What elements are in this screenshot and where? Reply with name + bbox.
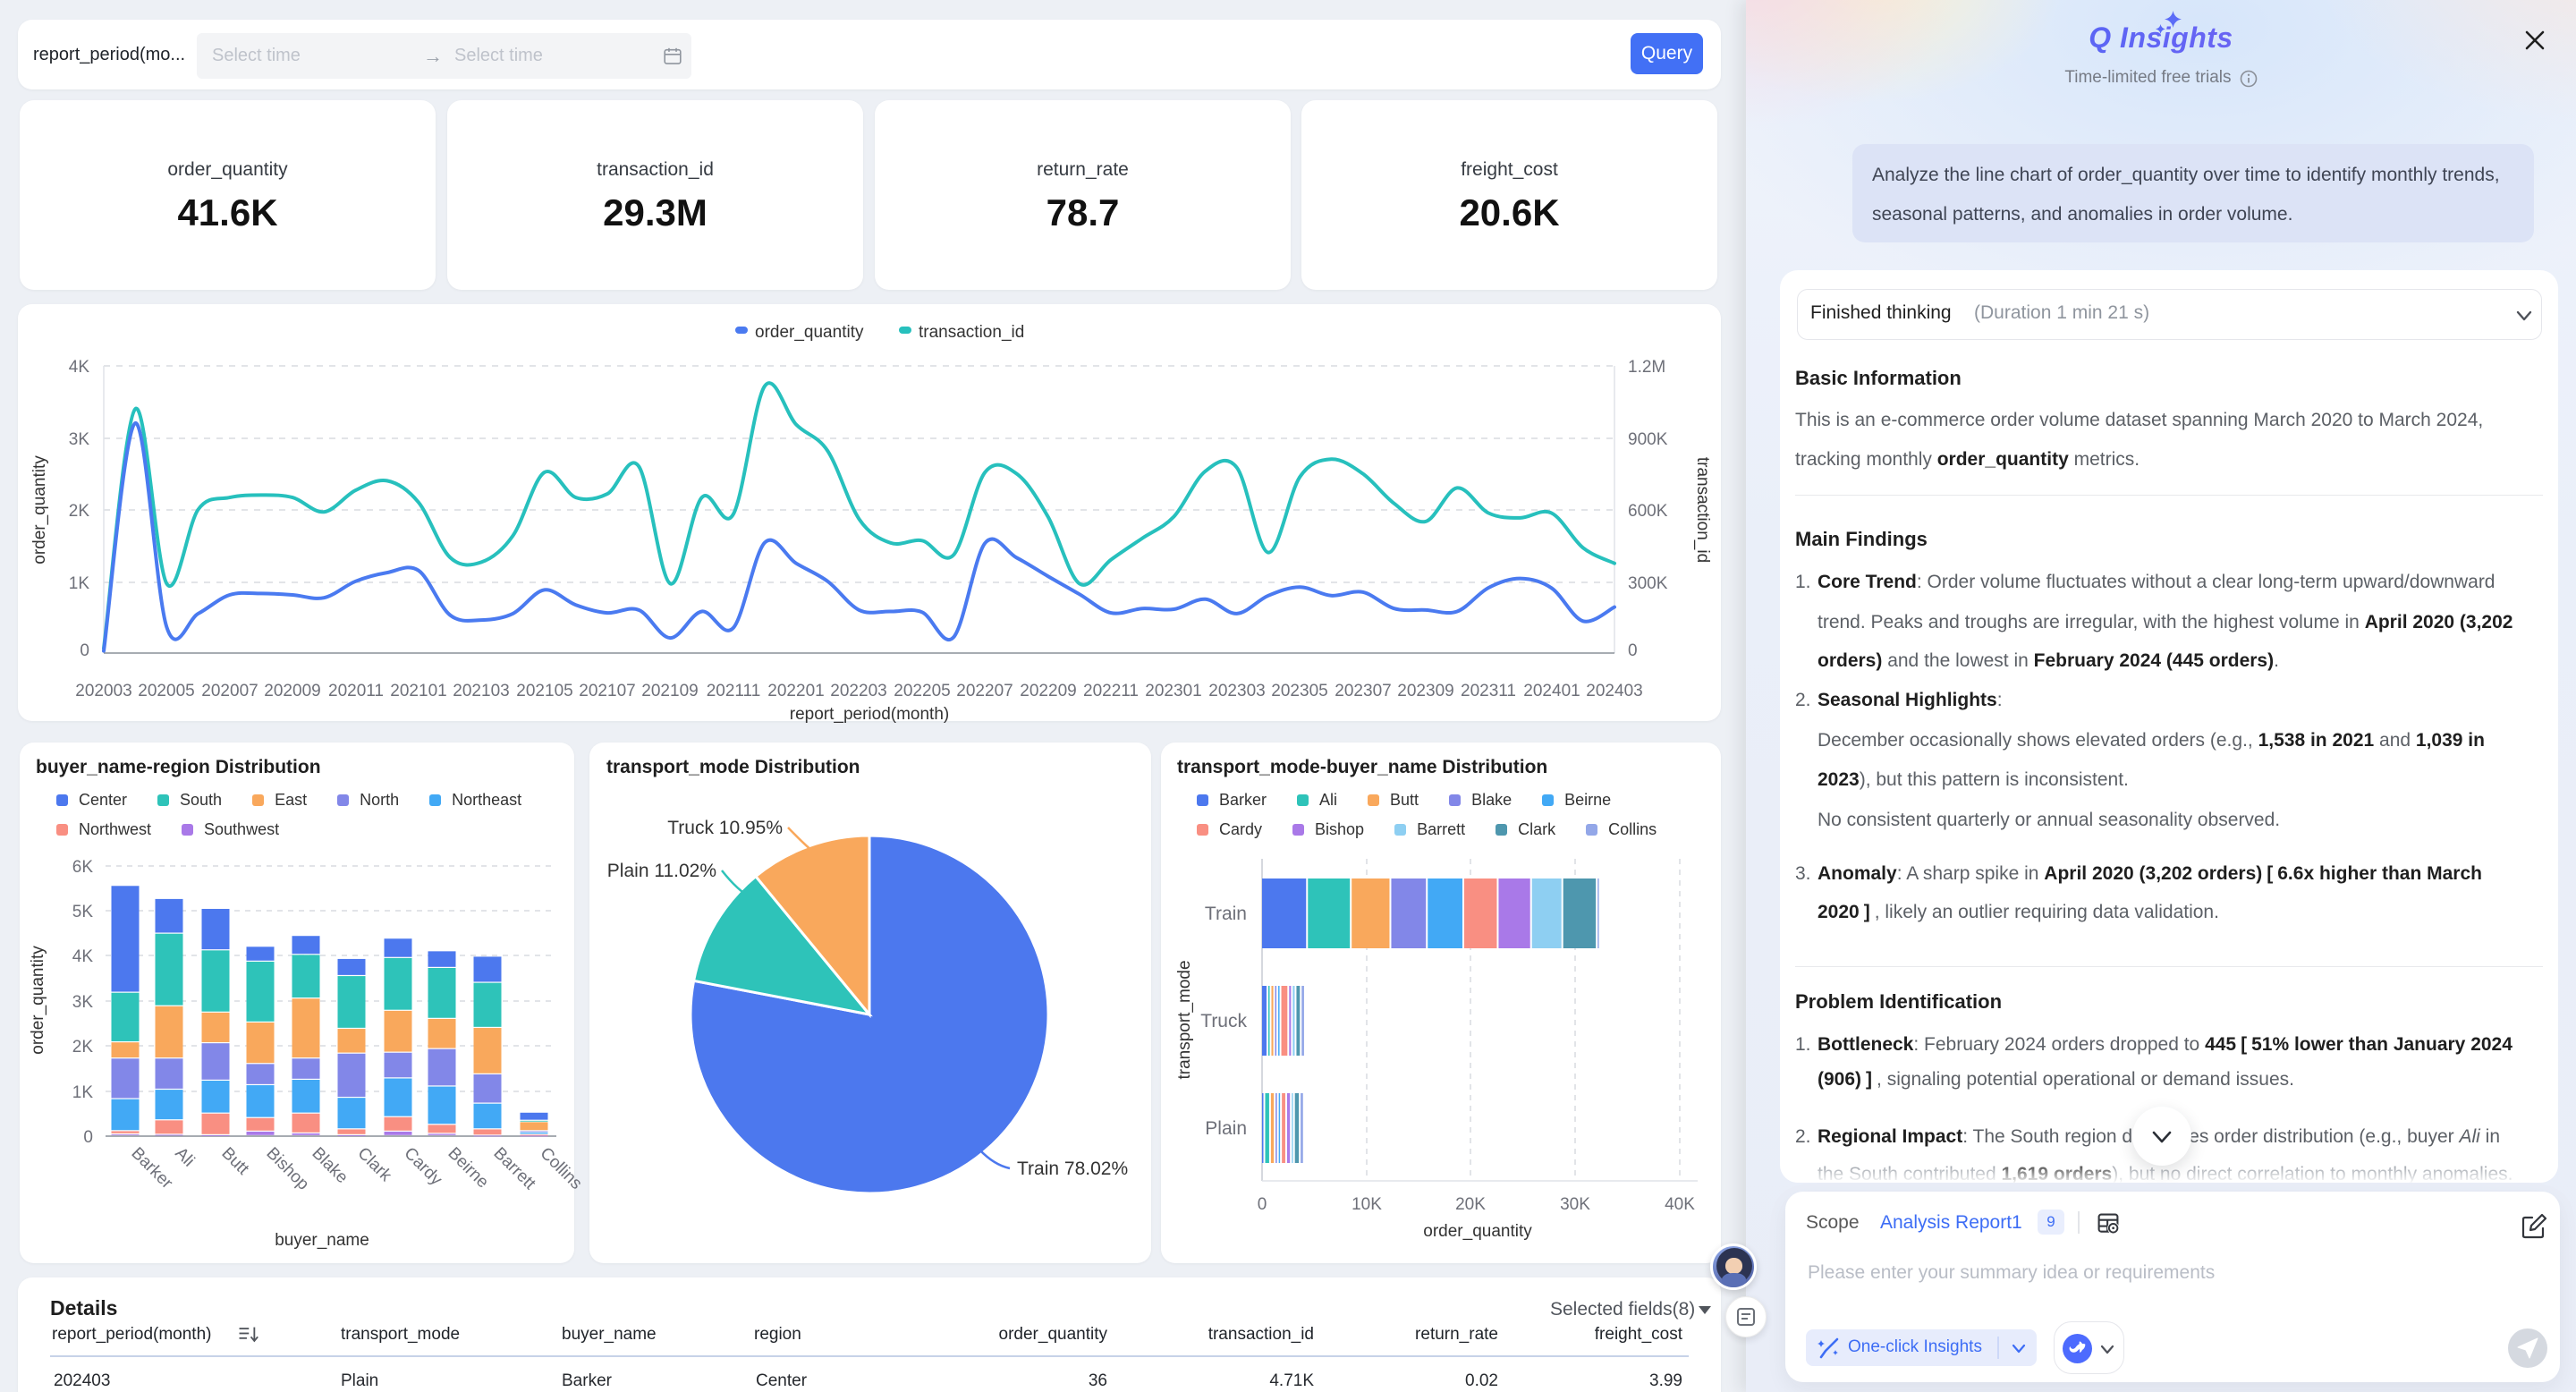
svg-text:Bishop: Bishop [262, 1144, 312, 1194]
svg-text:202105: 202105 [516, 682, 572, 700]
svg-text:3K: 3K [72, 993, 94, 1012]
svg-text:202305: 202305 [1271, 682, 1327, 700]
svg-text:order_quantity: order_quantity [30, 455, 49, 564]
svg-text:Barrett: Barrett [489, 1144, 539, 1194]
svg-text:202203: 202203 [830, 682, 886, 700]
svg-text:202311: 202311 [1461, 682, 1516, 700]
svg-text:1.2M: 1.2M [1628, 358, 1665, 377]
svg-text:6K: 6K [72, 858, 94, 877]
svg-text:30K: 30K [1560, 1195, 1590, 1214]
svg-text:Train 78.02%: Train 78.02% [1017, 1159, 1128, 1179]
svg-text:40K: 40K [1665, 1195, 1695, 1214]
svg-text:Truck 10.95%: Truck 10.95% [667, 818, 783, 838]
svg-text:202309: 202309 [1397, 682, 1453, 700]
svg-text:600K: 600K [1628, 502, 1668, 521]
svg-text:202111: 202111 [707, 682, 761, 700]
svg-text:202103: 202103 [453, 682, 509, 700]
svg-text:20K: 20K [1455, 1195, 1486, 1214]
svg-text:202109: 202109 [641, 682, 698, 700]
svg-text:202007: 202007 [201, 682, 258, 700]
svg-text:report_period(month): report_period(month) [790, 705, 949, 724]
svg-text:Plain 11.02%: Plain 11.02% [607, 861, 716, 881]
svg-text:transaction_id: transaction_id [919, 323, 1024, 342]
svg-text:5K: 5K [72, 903, 94, 921]
svg-text:202005: 202005 [138, 682, 194, 700]
svg-text:order_quantity: order_quantity [29, 946, 47, 1055]
svg-text:4K: 4K [72, 947, 94, 966]
svg-text:transaction_id: transaction_id [1693, 457, 1712, 563]
svg-text:3K: 3K [69, 430, 90, 449]
svg-text:0: 0 [1628, 641, 1638, 660]
svg-text:202401: 202401 [1523, 682, 1580, 700]
svg-text:2K: 2K [69, 502, 90, 521]
svg-text:Train: Train [1205, 904, 1247, 924]
svg-text:Barker: Barker [127, 1144, 176, 1193]
svg-text:2K: 2K [72, 1038, 94, 1057]
svg-text:300K: 300K [1628, 574, 1668, 593]
svg-text:transport_mode: transport_mode [1175, 960, 1194, 1079]
svg-text:Truck: Truck [1200, 1011, 1247, 1031]
svg-text:buyer_name: buyer_name [275, 1231, 369, 1250]
svg-text:202301: 202301 [1145, 682, 1201, 700]
svg-text:202303: 202303 [1208, 682, 1265, 700]
svg-text:202403: 202403 [1586, 682, 1642, 700]
svg-text:Collins: Collins [536, 1144, 585, 1193]
svg-text:order_quantity: order_quantity [1423, 1222, 1532, 1241]
svg-text:202201: 202201 [767, 682, 824, 700]
svg-text:0: 0 [1258, 1195, 1267, 1214]
svg-text:202207: 202207 [956, 682, 1013, 700]
svg-text:202009: 202009 [264, 682, 320, 700]
svg-text:Beirne: Beirne [444, 1144, 492, 1193]
svg-text:10K: 10K [1352, 1195, 1382, 1214]
svg-text:202307: 202307 [1335, 682, 1391, 700]
svg-text:Ali: Ali [171, 1144, 198, 1171]
svg-text:202209: 202209 [1020, 682, 1076, 700]
svg-text:1K: 1K [72, 1083, 94, 1102]
svg-text:0: 0 [80, 641, 89, 660]
svg-text:Blake: Blake [308, 1144, 351, 1187]
svg-text:Clark: Clark [353, 1144, 395, 1186]
svg-text:202101: 202101 [390, 682, 446, 700]
svg-text:0: 0 [83, 1128, 93, 1147]
svg-text:4K: 4K [69, 358, 90, 377]
svg-text:202205: 202205 [894, 682, 950, 700]
svg-text:Plain: Plain [1205, 1118, 1247, 1139]
svg-text:1K: 1K [69, 574, 90, 593]
svg-text:Cardy: Cardy [400, 1144, 445, 1190]
svg-text:order_quantity: order_quantity [755, 323, 864, 342]
svg-text:Butt: Butt [217, 1144, 252, 1179]
svg-text:900K: 900K [1628, 430, 1668, 449]
svg-text:202107: 202107 [579, 682, 635, 700]
svg-text:202011: 202011 [328, 682, 384, 700]
svg-text:202211: 202211 [1083, 682, 1139, 700]
svg-text:202003: 202003 [75, 682, 131, 700]
